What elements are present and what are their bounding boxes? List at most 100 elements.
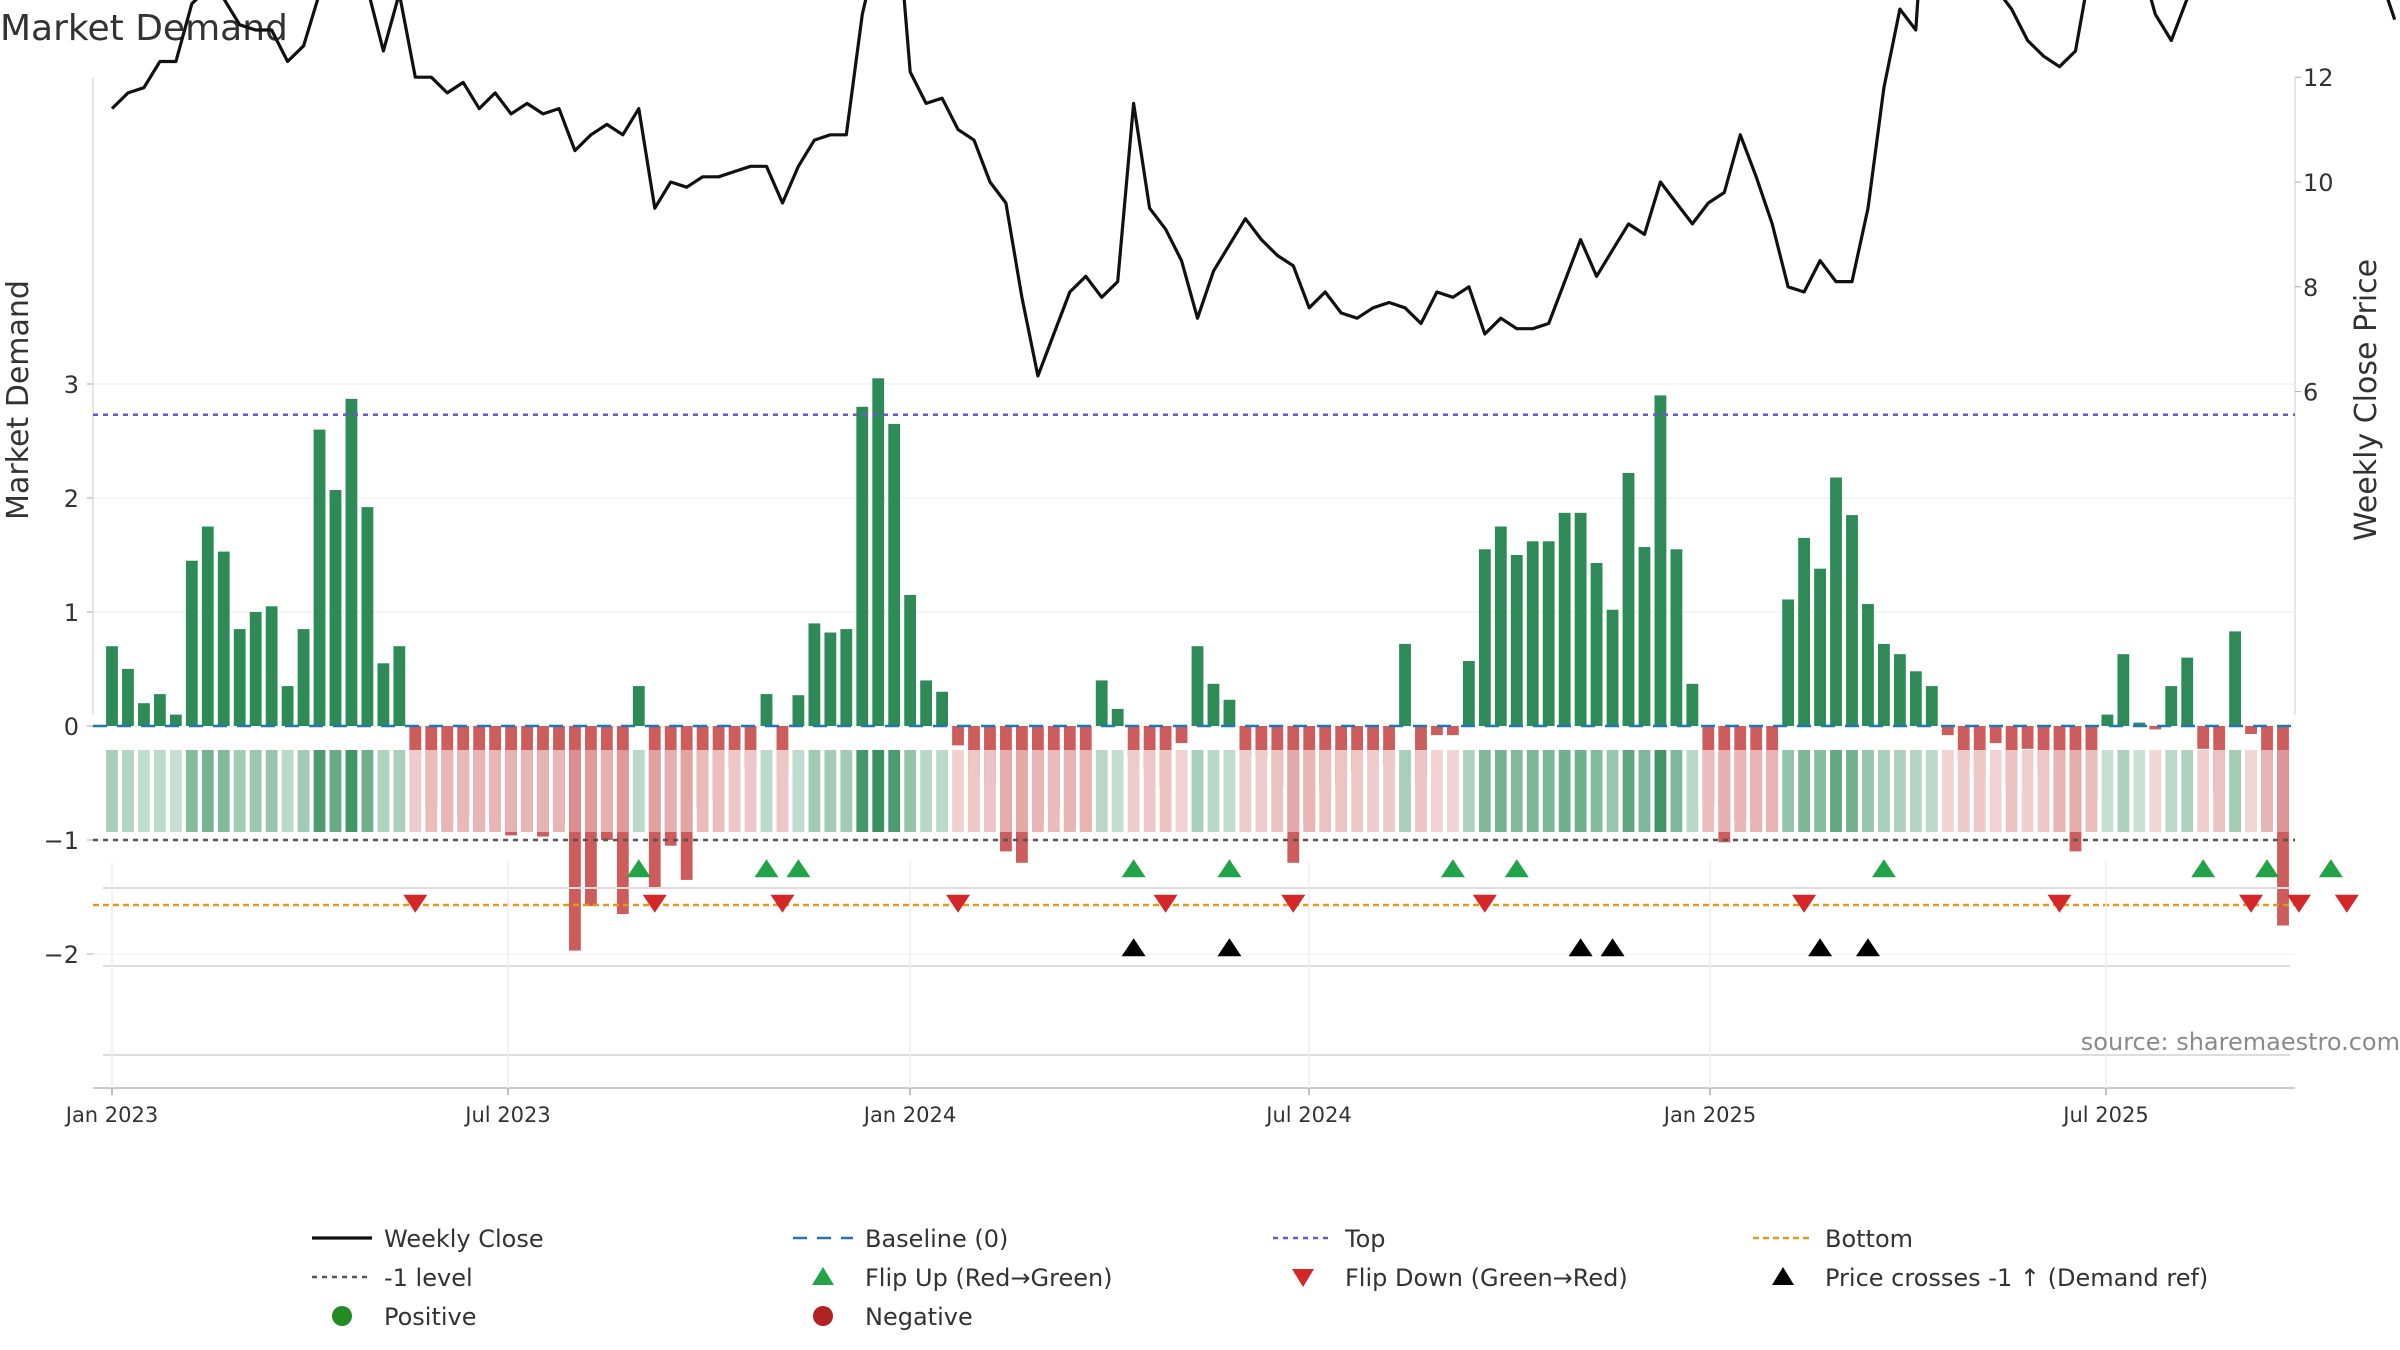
chart-title: Market Demand — [0, 8, 288, 49]
positive-demand-bar — [1494, 526, 1507, 726]
heat-cell — [329, 750, 342, 832]
heat-cell — [1047, 750, 1060, 832]
legend-price-cross: Price crosses -1 ↑ (Demand ref) — [1772, 1264, 2208, 1292]
heat-cell — [1191, 750, 1204, 832]
flip-up-marker — [626, 859, 651, 878]
legend-label: Flip Down (Green→Red) — [1345, 1264, 1628, 1292]
positive-demand-bar — [106, 646, 118, 726]
negative-demand-bar — [1239, 726, 1252, 757]
heat-cell — [2213, 750, 2226, 832]
heat-cell — [1686, 750, 1699, 832]
positive-demand-bar — [792, 695, 805, 726]
positive-demand-bar — [1862, 604, 1874, 726]
heat-cell — [664, 750, 677, 832]
price-cross-marker — [1568, 938, 1593, 957]
negative-demand-bar — [1367, 726, 1380, 754]
positive-demand-bar — [1686, 683, 1699, 726]
heat-cell — [1973, 750, 1986, 832]
positive-demand-bar — [329, 490, 342, 726]
flip-up-marker — [1504, 859, 1529, 878]
positive-demand-bar — [297, 629, 310, 726]
heat-cell — [968, 750, 980, 832]
heat-cell — [2053, 750, 2066, 832]
heat-cell — [537, 750, 549, 832]
heat-cell — [584, 750, 597, 832]
heat-cell — [2245, 750, 2257, 832]
positive-demand-bar — [1925, 686, 1938, 726]
positive-demand-bar — [1223, 699, 1236, 726]
heat-cell — [297, 750, 310, 832]
heat-cell — [1079, 750, 1092, 832]
heat-cell — [1031, 750, 1044, 832]
heat-cell — [1494, 750, 1507, 832]
legend-handle — [813, 1306, 833, 1326]
heat-cell — [888, 750, 901, 832]
negative-demand-bar — [1351, 726, 1364, 772]
heat-cell — [1335, 750, 1348, 832]
negative-demand-bar — [409, 726, 422, 757]
positive-demand-bar — [840, 629, 853, 726]
negative-demand-bar — [1255, 726, 1268, 757]
heat-cell — [377, 750, 390, 832]
negative-demand-bar — [1143, 726, 1156, 770]
legend-label: Negative — [865, 1303, 973, 1331]
heat-cell — [1814, 750, 1826, 832]
positive-demand-bar — [1478, 549, 1491, 726]
heat-cell — [2181, 750, 2194, 832]
legend-baseline: Baseline (0) — [793, 1225, 1008, 1253]
positive-demand-bar — [122, 669, 134, 726]
heat-cell — [1255, 750, 1268, 832]
heat-cell — [648, 750, 661, 832]
heat-cell — [345, 750, 358, 832]
heat-cell — [1542, 750, 1555, 832]
heat-cell — [201, 750, 214, 832]
negative-demand-bar — [2197, 726, 2210, 749]
y-tick-label: −1 — [44, 827, 79, 855]
positive-demand-bar — [201, 526, 214, 726]
positive-demand-bar — [1574, 512, 1587, 726]
heat-cell — [217, 750, 230, 832]
flip-up-marker — [786, 859, 811, 878]
heat-cell — [2277, 750, 2289, 832]
price-cross-marker — [1600, 938, 1625, 957]
heat-cell — [712, 750, 725, 832]
heat-cell — [904, 750, 917, 832]
x-tick-label: Jul 2025 — [2061, 1103, 2148, 1127]
heat-cell — [473, 750, 486, 832]
heat-cell — [489, 750, 502, 832]
event-markers — [93, 859, 2359, 1089]
heat-cell — [1447, 750, 1459, 832]
heat-cell — [1654, 750, 1667, 832]
price-cross-marker — [1808, 938, 1833, 957]
flip-up-marker — [1121, 859, 1146, 878]
heat-cell — [1574, 750, 1587, 832]
flip-up-marker — [1871, 859, 1896, 878]
positive-demand-bar — [904, 594, 917, 726]
heat-cell — [106, 750, 118, 832]
heat-cell — [2165, 750, 2178, 832]
positive-demand-bar — [920, 680, 933, 726]
heat-cell — [744, 750, 757, 832]
legend-top: Top — [1273, 1225, 1386, 1253]
negative-demand-bar — [1431, 726, 1443, 736]
positive-demand-bar — [345, 398, 358, 726]
heat-cell — [2117, 750, 2130, 832]
heat-cell — [553, 750, 565, 832]
positive-demand-bar — [1909, 671, 1922, 726]
heat-cell — [122, 750, 134, 832]
legend-positive: Positive — [332, 1303, 477, 1331]
heat-cell — [952, 750, 964, 832]
heat-cell — [1526, 750, 1539, 832]
y-tick-label: 0 — [64, 713, 79, 741]
positive-demand-bar — [393, 646, 406, 726]
flip-down-marker — [1472, 894, 1497, 913]
heat-cell — [1878, 750, 1890, 832]
heat-cell — [792, 750, 805, 832]
x-axis: Jan 2023 Jul 2023 Jan 2024 Jul 2024 Jan 2025… — [64, 1088, 2149, 1127]
heat-cell — [249, 750, 262, 832]
positive-demand-bar — [1526, 541, 1539, 726]
heat-cell — [1095, 750, 1108, 832]
heat-cell — [361, 750, 374, 832]
